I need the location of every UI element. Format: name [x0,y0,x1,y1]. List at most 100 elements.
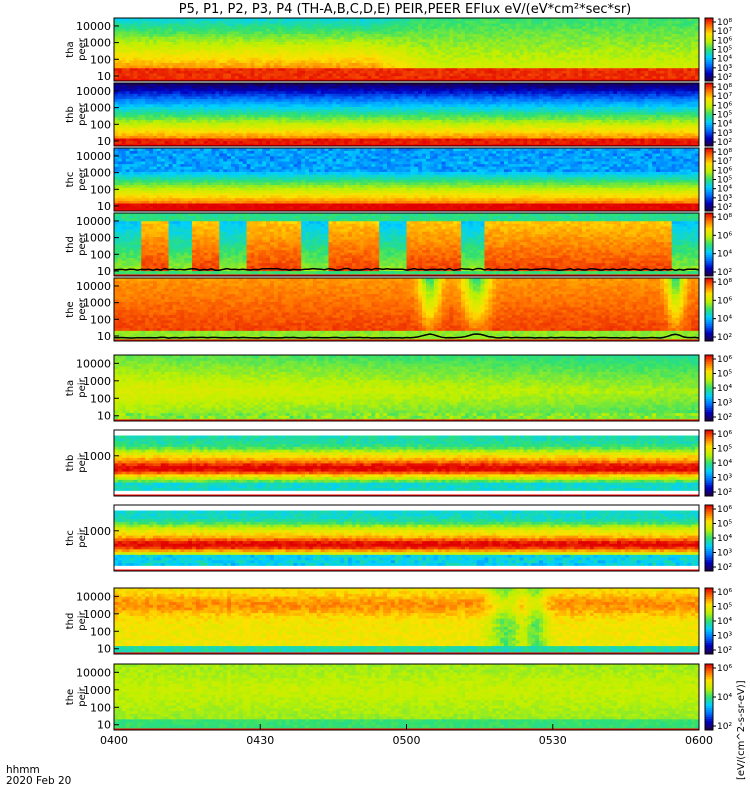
spectrogram-cell [121,62,127,66]
spectrogram-cell [429,31,435,35]
spectrogram-cell [359,62,364,66]
spectrogram-cell [180,132,185,136]
spectrogram-cell [324,85,329,89]
spectrogram-cell [644,25,649,29]
spectrogram-cell [168,75,173,79]
spectrogram-cell [227,41,232,45]
spectrogram-cell [117,127,123,131]
spectrogram-cell [285,60,290,63]
spectrogram-cell [199,57,205,61]
spectrogram-cell [246,114,251,118]
spectrogram-cell [320,130,325,134]
spectrogram-cell [426,75,431,79]
y-tick-label: 1000 [83,37,111,50]
spectrogram-cell [449,44,454,48]
spectrogram-cell [656,18,661,21]
spectrogram-cell [133,122,138,126]
spectrogram-cell [133,70,138,74]
spectrogram-cell [663,44,669,48]
spectrogram-cell [507,20,513,24]
colorbar-swatch [705,32,713,36]
spectrogram-cell [199,83,205,86]
spectrogram-cell [168,49,173,53]
spectrogram-cell [344,28,349,32]
spectrogram-cell [562,44,567,48]
spectrogram-cell [195,114,201,118]
spectrogram-cell [305,41,310,45]
spectrogram-cell [492,31,497,35]
spectrogram-cell [496,39,501,42]
spectrogram-cell [593,18,598,21]
spectrogram-cell [199,36,205,40]
spectrogram-cell [504,36,509,40]
spectrogram-cell [164,67,169,71]
spectrogram-cell [601,18,606,21]
spectrogram-cell [332,67,337,71]
spectrogram-cell [324,49,329,53]
spectrogram-cell [613,67,618,71]
spectrogram-cell [351,60,357,63]
spectrogram-cell [156,109,162,113]
spectrogram-cell [359,41,364,45]
spectrogram-cell [324,41,329,45]
colorbar-tick-label: 10³ [717,64,732,74]
spectrogram-cell [691,39,696,42]
spectrogram-cell [480,23,485,27]
spectrogram-cell [312,49,318,53]
spectrogram-cell [289,83,294,86]
spectrogram-cell [367,36,372,40]
spectrogram-cell [293,31,298,35]
spectrogram-cell [683,28,688,32]
spectrogram-cell [277,65,283,69]
spectrogram-cell [273,104,279,107]
spectrogram-cell [164,62,169,66]
spectrogram-cell [238,44,244,48]
spectrogram-cell [504,46,509,50]
spectrogram-cell [312,57,318,61]
spectrogram-cell [543,33,548,37]
spectrogram-cell [476,28,481,32]
spectrogram-cell [566,18,571,21]
spectrogram-cell [137,96,142,100]
spectrogram-cell [406,18,411,21]
spectrogram-cell [277,117,283,121]
spectrogram-cell [180,54,185,58]
spectrogram-cell [153,28,158,32]
spectrogram-cell [141,130,146,134]
spectrogram-cell [289,101,294,105]
spectrogram-cell [156,44,162,48]
spectrogram-cell [402,20,407,24]
spectrogram-cell [164,25,169,29]
spectrogram-cell [223,106,228,110]
spectrogram-cell [351,65,357,69]
spectrogram-cell [258,88,263,92]
spectrogram-cell [355,67,361,71]
spectrogram-cell [531,60,536,63]
spectrogram-cell [554,70,559,74]
spectrogram-cell [254,93,259,97]
spectrogram-cell [465,67,470,71]
spectrogram-cell [320,117,325,121]
spectrogram-cell [153,70,158,74]
spectrogram-cell [332,31,337,35]
spectrogram-cell [160,130,166,134]
spectrogram-cell [184,114,189,118]
spectrogram-cell [246,85,251,89]
spectrogram-cell [312,83,318,86]
spectrogram-cell [297,44,302,48]
spectrogram-cell [153,111,158,115]
spectrogram-cell [164,122,169,126]
spectrogram-cell [141,62,146,66]
spectrogram-cell [129,62,134,66]
spectrogram-cell [184,125,189,128]
spectrogram-cell [387,18,392,21]
spectrogram-cell [609,67,614,71]
spectrogram-cell [593,33,598,37]
spectrogram-cell [262,98,267,102]
spectrogram-cell [160,39,166,42]
spectrogram-cell [383,28,388,32]
spectrogram-cell [496,57,501,61]
spectrogram-cell [238,20,244,24]
spectrogram-cell [414,25,419,29]
spectrogram-cell [203,117,208,121]
